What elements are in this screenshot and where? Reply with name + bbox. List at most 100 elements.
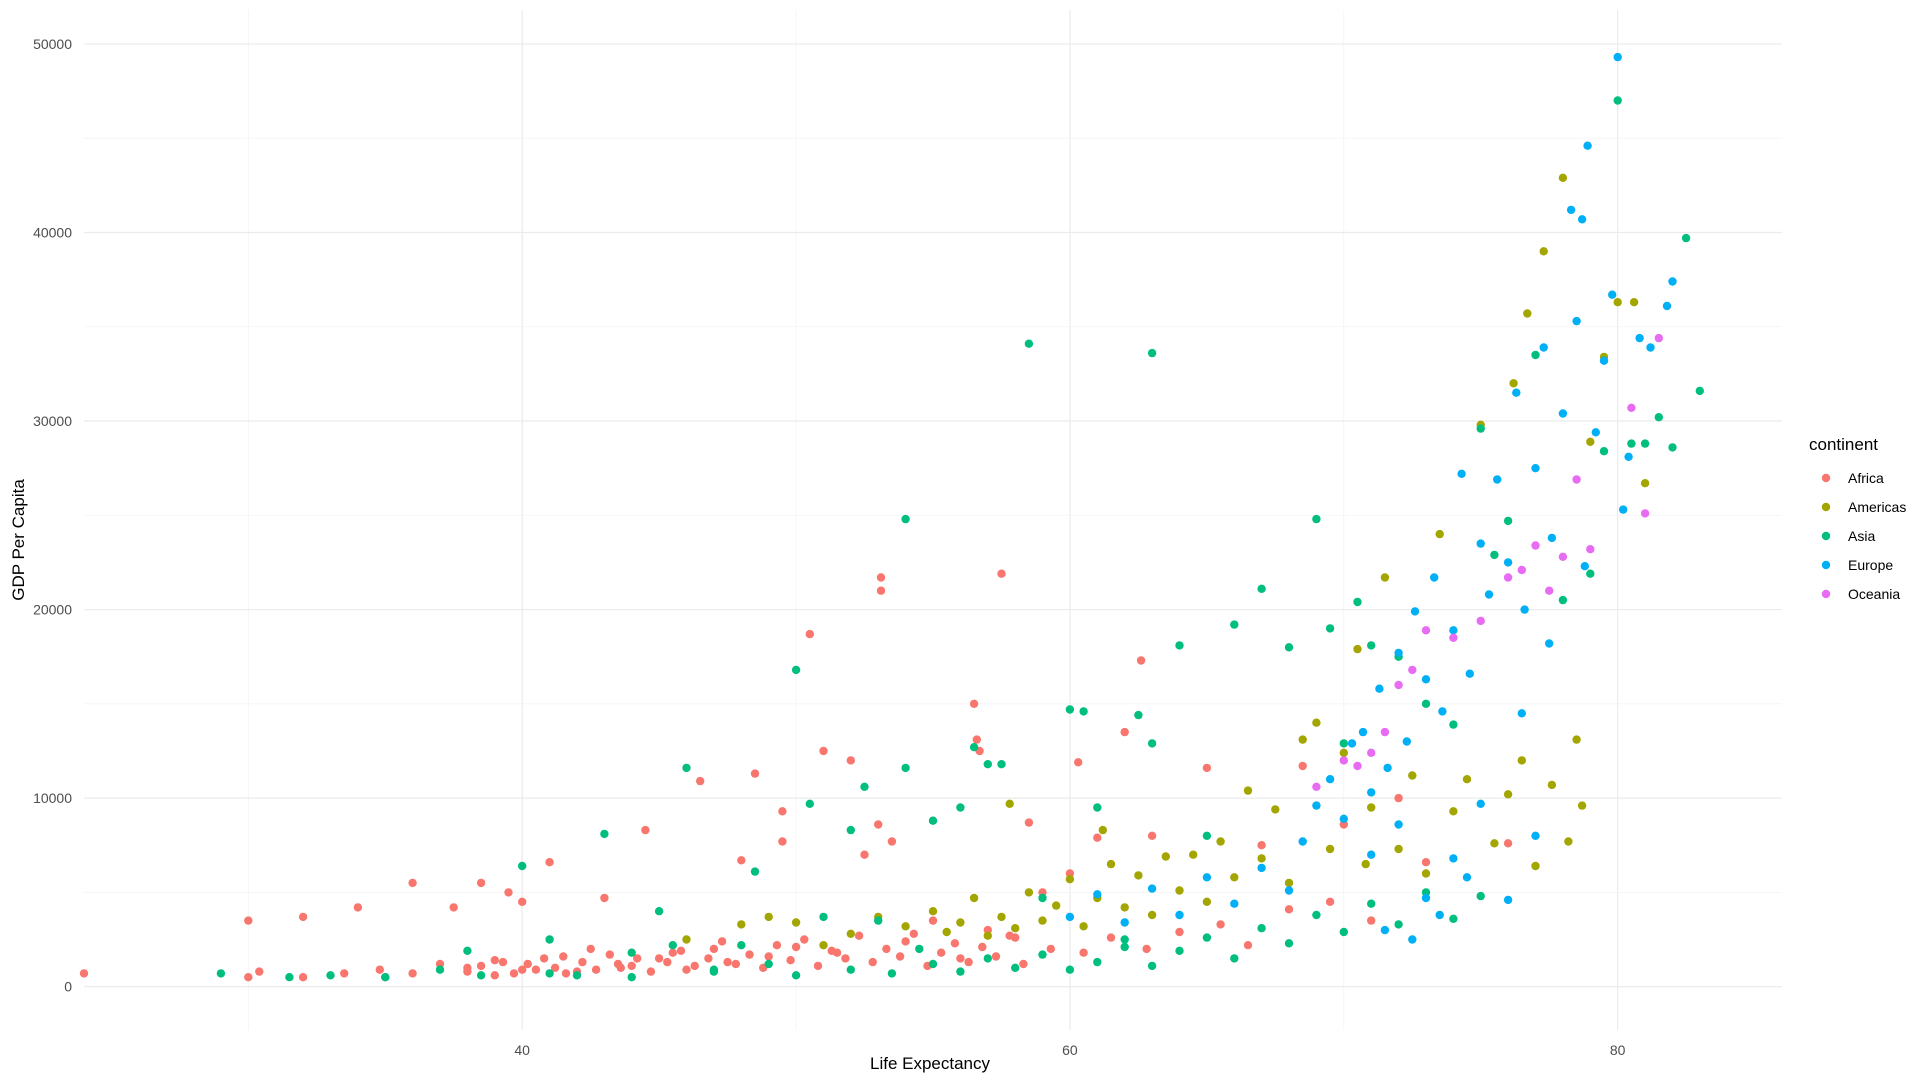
point-europe <box>1457 469 1466 478</box>
x-tick-label: 60 <box>1062 1042 1078 1058</box>
point-asia <box>997 760 1006 769</box>
point-europe <box>1065 912 1075 922</box>
point-africa <box>956 954 965 963</box>
point-europe <box>1624 452 1633 461</box>
point-africa <box>1202 763 1212 773</box>
point-africa <box>1093 833 1102 842</box>
point-africa <box>654 954 664 963</box>
point-americas <box>1367 803 1376 812</box>
point-europe <box>1476 539 1485 548</box>
point-europe <box>1512 388 1521 397</box>
point-europe <box>1476 799 1485 808</box>
point-americas <box>942 927 951 937</box>
point-americas <box>1052 901 1061 910</box>
point-africa <box>909 929 918 938</box>
point-americas <box>1120 903 1129 912</box>
point-asia <box>1120 935 1129 944</box>
point-americas <box>1421 869 1431 878</box>
point-americas <box>1558 173 1568 182</box>
point-europe <box>1375 684 1384 693</box>
point-africa <box>972 735 981 744</box>
point-africa <box>1106 933 1116 942</box>
point-europe <box>1394 820 1403 829</box>
point-africa <box>964 957 973 967</box>
point-africa <box>255 967 264 976</box>
point-americas <box>846 929 855 938</box>
legend-label-europe: Europe <box>1848 557 1893 573</box>
point-africa <box>895 952 905 961</box>
point-asia <box>1038 950 1047 959</box>
point-asia <box>1312 910 1321 920</box>
point-africa <box>750 769 760 778</box>
point-europe <box>1410 607 1420 616</box>
point-asia <box>654 907 664 916</box>
point-americas <box>819 941 828 950</box>
point-asia <box>627 973 636 982</box>
point-africa <box>1147 831 1157 840</box>
point-asia <box>901 514 910 524</box>
point-europe <box>1493 475 1502 484</box>
point-americas <box>1011 924 1020 933</box>
point-europe <box>1175 910 1184 920</box>
point-asia <box>983 760 992 769</box>
point-americas <box>1539 247 1548 256</box>
point-europe <box>1545 639 1554 648</box>
y-tick-label: 0 <box>64 979 72 995</box>
point-africa <box>668 948 677 957</box>
point-americas <box>1564 837 1573 846</box>
point-asia <box>750 867 760 876</box>
point-africa <box>591 965 601 974</box>
point-europe <box>1608 290 1617 299</box>
point-africa <box>476 961 486 971</box>
point-americas <box>1298 735 1307 744</box>
point-asia <box>1175 641 1184 650</box>
point-asia <box>1681 233 1691 243</box>
point-americas <box>737 920 746 929</box>
point-asia <box>915 944 924 954</box>
point-europe <box>1547 533 1557 543</box>
point-americas <box>1361 859 1370 869</box>
point-asia <box>668 941 677 950</box>
point-europe <box>1284 886 1294 895</box>
point-asia <box>1476 424 1485 433</box>
point-europe <box>1520 605 1529 614</box>
point-europe <box>1120 918 1129 927</box>
point-africa <box>868 957 877 967</box>
legend-label-asia: Asia <box>1848 528 1875 544</box>
point-europe <box>1591 428 1601 437</box>
point-asia <box>1202 933 1212 942</box>
point-oceania <box>1640 509 1650 518</box>
point-europe <box>1202 873 1212 882</box>
legend-title: continent <box>1809 435 1878 454</box>
point-asia <box>435 965 445 974</box>
point-americas <box>764 912 773 922</box>
point-europe <box>1668 277 1677 286</box>
point-americas <box>1353 644 1362 654</box>
point-americas <box>928 907 938 916</box>
point-africa <box>882 944 891 954</box>
point-africa <box>805 629 814 639</box>
point-oceania <box>1531 541 1540 550</box>
point-americas <box>1284 878 1294 888</box>
x-tick-label: 80 <box>1610 1042 1626 1058</box>
point-europe <box>1367 850 1376 859</box>
point-asia <box>928 816 938 825</box>
point-oceania <box>1449 633 1458 642</box>
point-europe <box>1430 573 1439 582</box>
y-axis-ticks: 0 10000 20000 30000 40000 50000 <box>33 36 72 995</box>
point-asia <box>805 799 814 808</box>
point-africa <box>704 954 713 963</box>
point-europe <box>1325 775 1335 784</box>
point-oceania <box>1380 727 1390 737</box>
point-africa <box>1243 941 1253 950</box>
point-africa <box>827 946 836 955</box>
point-americas <box>1065 875 1075 884</box>
point-americas <box>997 912 1006 922</box>
point-africa <box>340 969 349 978</box>
y-tick-label: 40000 <box>33 224 72 240</box>
point-africa <box>778 837 787 846</box>
point-asia <box>764 959 773 969</box>
point-americas <box>682 935 691 944</box>
point-asia <box>1175 946 1184 955</box>
point-africa <box>978 942 987 952</box>
